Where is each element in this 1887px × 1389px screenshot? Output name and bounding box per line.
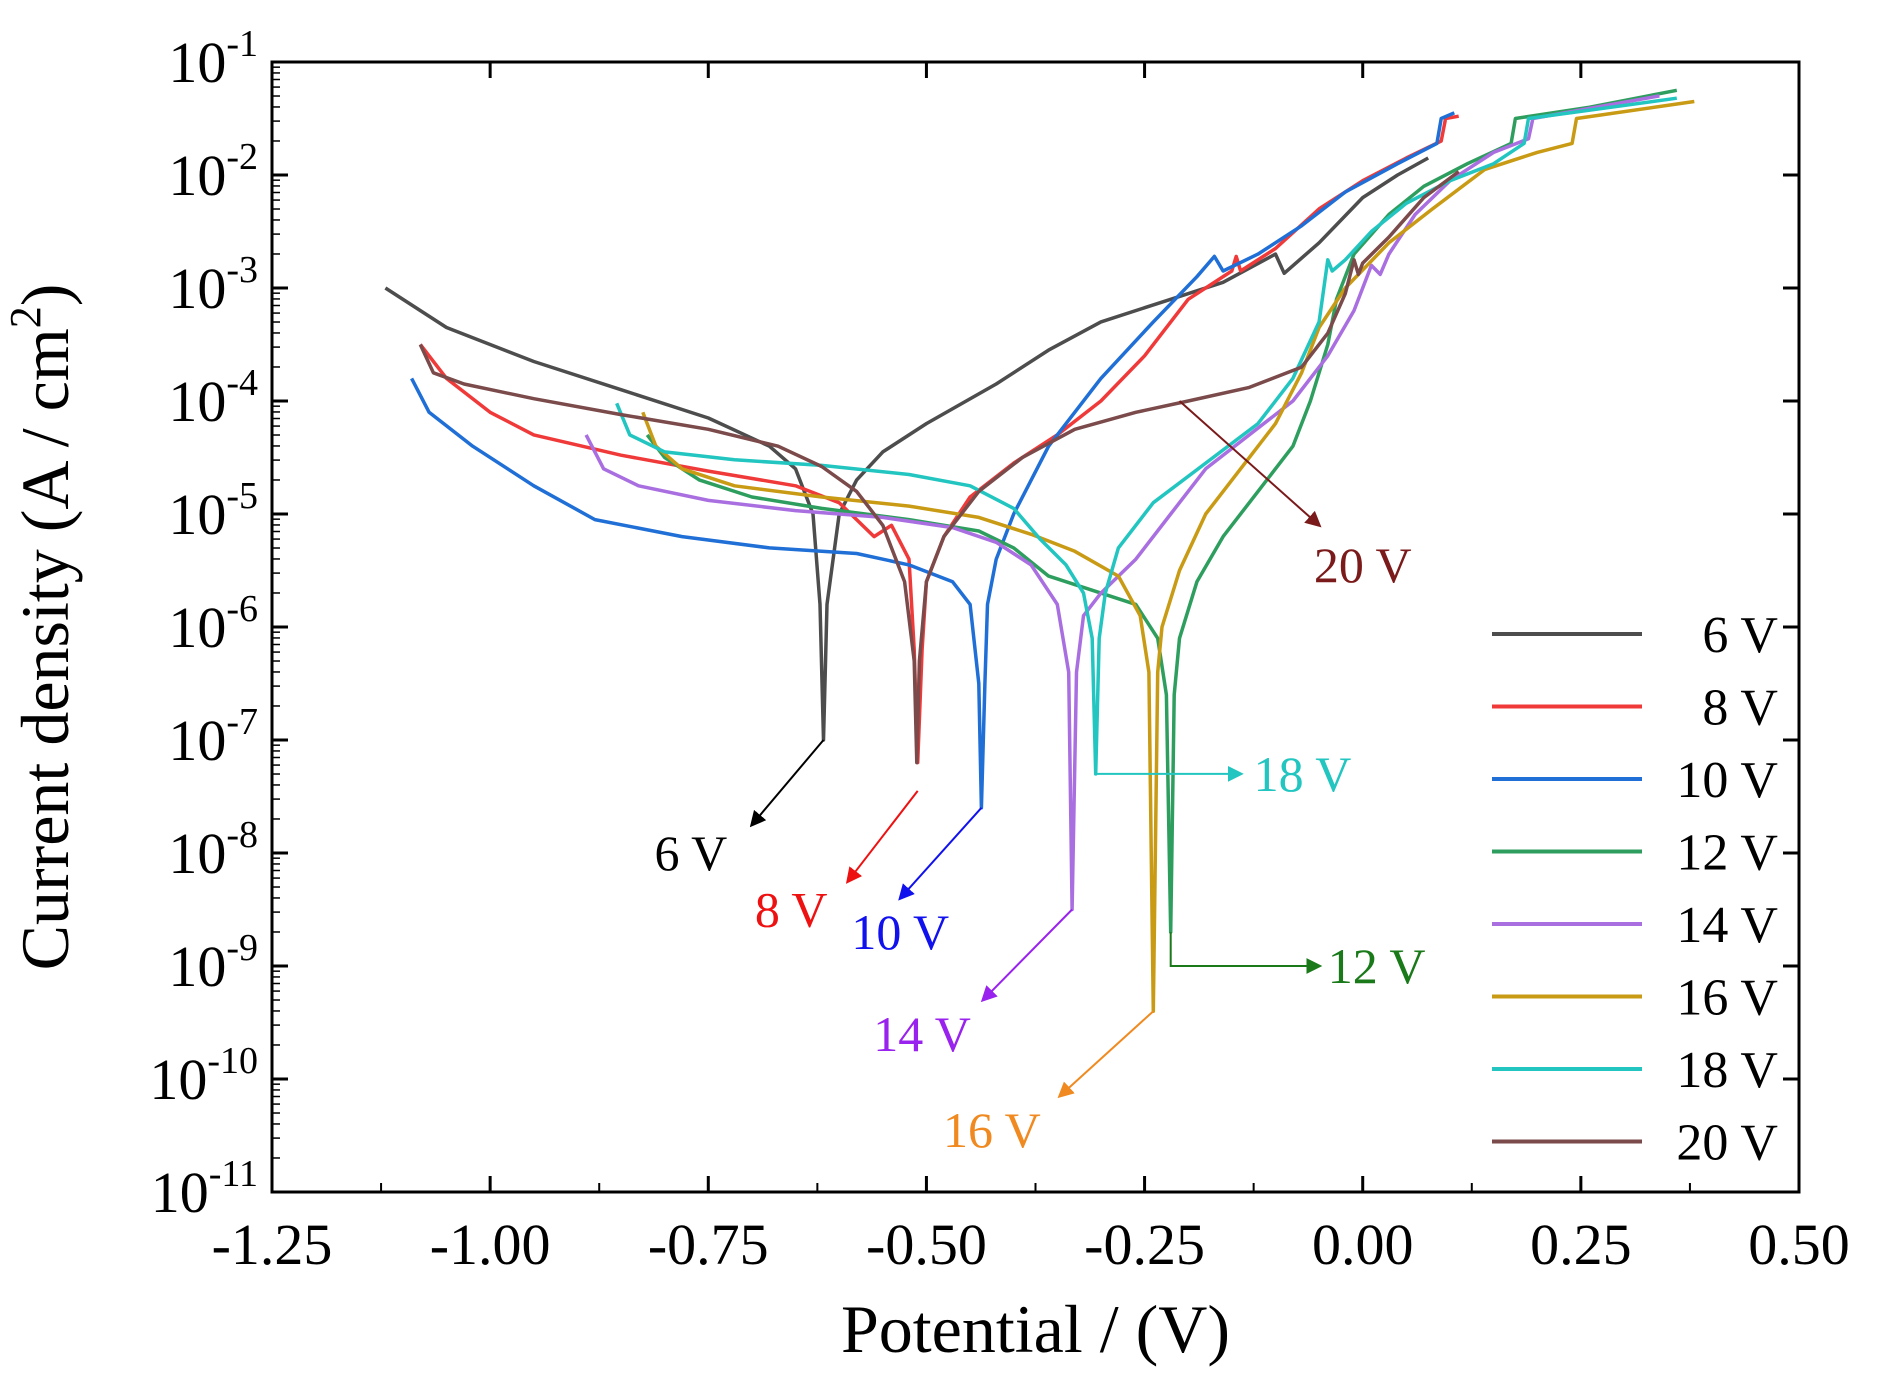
legend-label: 12 V xyxy=(1676,825,1778,882)
legend-label: 6 V xyxy=(1702,607,1778,664)
series-line-16v xyxy=(641,99,1695,1013)
annotation-arrow xyxy=(898,807,983,901)
series-line-10v xyxy=(410,111,1455,810)
x-tick-label: 0.50 xyxy=(1748,1212,1850,1277)
annotation-label: 8 V xyxy=(755,882,828,938)
y-tick-label: 10-7 xyxy=(168,701,258,773)
annotation-arrow xyxy=(1178,400,1322,528)
annotation-label: 14 V xyxy=(873,1006,971,1062)
annotation-label: 10 V xyxy=(851,904,949,960)
legend: 6 V 8 V 10 V 12 V 14 V 16 V 18 V 20 V xyxy=(1492,607,1778,1172)
series-line-18v xyxy=(615,96,1678,776)
x-tick-label: -0.25 xyxy=(1084,1212,1205,1277)
y-tick-label: 10-10 xyxy=(149,1040,258,1112)
x-tick-label: 0.00 xyxy=(1312,1212,1414,1277)
annotation-arrow xyxy=(1169,932,1323,974)
series-line-6v xyxy=(384,156,1430,742)
annotation-arrow xyxy=(845,790,919,884)
y-tick-label: 10-11 xyxy=(151,1153,258,1225)
annotation-label: 18 V xyxy=(1254,746,1352,802)
y-tick-label: 10-4 xyxy=(168,362,258,434)
legend-label: 14 V xyxy=(1676,897,1778,954)
annotation-arrow xyxy=(1057,1010,1154,1099)
annotation-label: 12 V xyxy=(1328,938,1426,994)
y-tick-label: 10-2 xyxy=(168,136,258,208)
legend-label: 16 V xyxy=(1676,970,1778,1027)
annotation-label: 6 V xyxy=(654,825,727,881)
annotation-arrow xyxy=(980,908,1073,1003)
series-line-14v xyxy=(584,94,1660,912)
legend-label: 20 V xyxy=(1676,1115,1778,1172)
x-tick-label: -1.00 xyxy=(430,1212,551,1277)
legend-label: 18 V xyxy=(1676,1042,1778,1099)
series-line-20v xyxy=(418,170,1460,765)
y-axis-title: Current density (A / cm2) xyxy=(1,284,83,971)
legend-label: 8 V xyxy=(1702,680,1778,737)
annotation-label: 20 V xyxy=(1314,537,1412,593)
y-tick-label: 10-8 xyxy=(168,814,258,886)
legend-label: 10 V xyxy=(1676,752,1778,809)
x-tick-label: 0.25 xyxy=(1530,1212,1632,1277)
y-tick-label: 10-5 xyxy=(168,475,258,547)
annotation-arrow xyxy=(749,739,825,828)
y-tick-label: 10-6 xyxy=(168,588,258,660)
x-axis-title: Potential / (V) xyxy=(841,1291,1230,1367)
y-tick-label: 10-1 xyxy=(168,23,258,95)
y-tick-label: 10-9 xyxy=(168,927,258,999)
x-tick-label: -1.25 xyxy=(212,1212,333,1277)
y-tick-label: 10-3 xyxy=(168,249,258,321)
annotation-label: 16 V xyxy=(943,1102,1041,1158)
x-tick-label: -0.50 xyxy=(866,1212,987,1277)
x-tick-label: -0.75 xyxy=(648,1212,769,1277)
